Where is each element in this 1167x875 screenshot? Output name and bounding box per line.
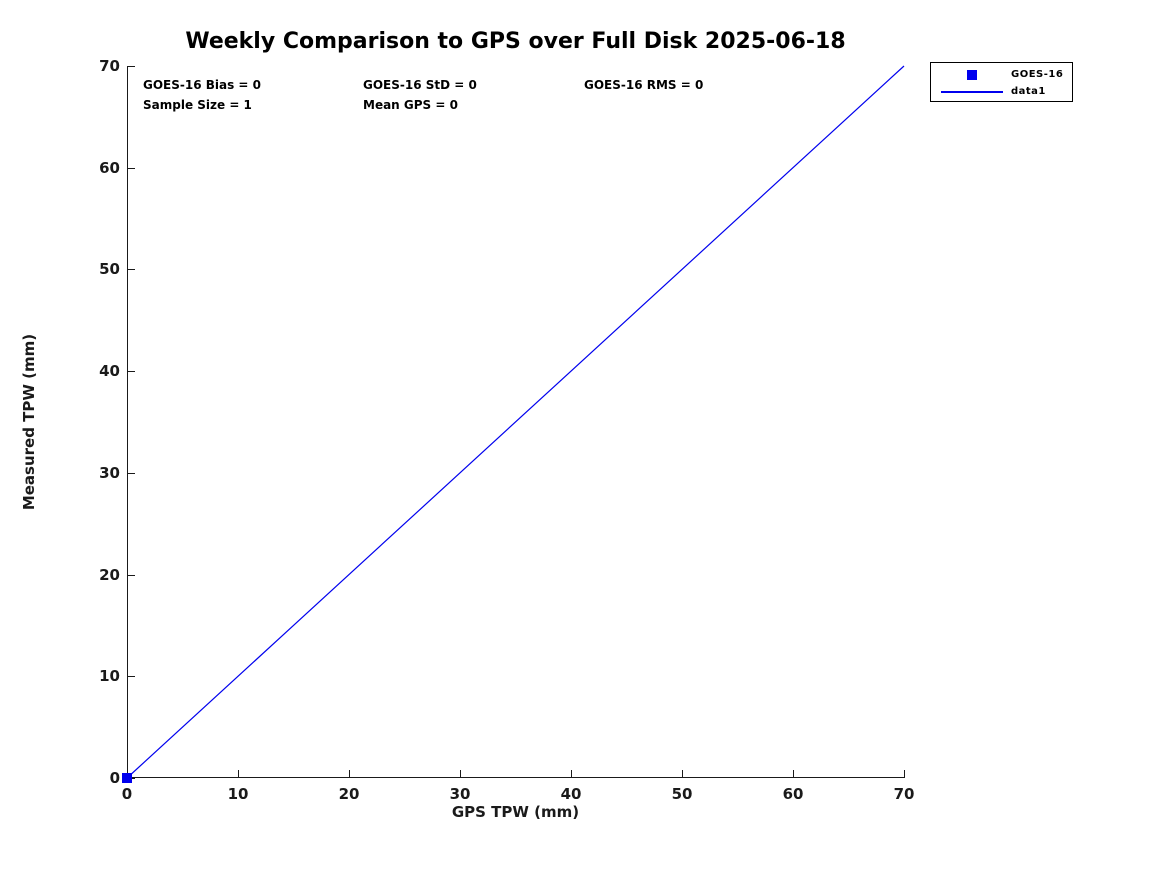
y-tick-label: 30 (99, 463, 120, 482)
x-tick-label: 60 (782, 785, 804, 803)
x-tick-label: 70 (893, 785, 915, 803)
square-marker-icon (967, 69, 977, 80)
legend-entry: data1 (931, 83, 1072, 100)
y-tick-label: 0 (109, 769, 120, 787)
y-axis-label: Measured TPW (mm) (20, 333, 38, 511)
legend-label: data1 (1011, 86, 1046, 97)
x-tick-label: 0 (121, 785, 133, 803)
stat-annotation: Sample Size = 1 (143, 98, 252, 112)
y-tick-label: 20 (99, 565, 120, 584)
legend-entry: GOES-16 (931, 66, 1072, 83)
x-axis-label: GPS TPW (mm) (451, 803, 580, 821)
GOES-16-marker (122, 773, 132, 783)
y-tick-label: 40 (99, 362, 120, 381)
plot-area: GOES-16 Bias = 0 GOES-16 StD = 0 GOES-16 R… (122, 65, 905, 783)
legend-line-icon (941, 83, 1003, 100)
legend-square-marker-icon (941, 66, 1003, 83)
y-tick-label: 60 (99, 158, 120, 177)
x-tick-label: 40 (560, 785, 582, 803)
stat-annotation: GOES-16 StD = 0 (363, 78, 477, 92)
chart-title: Weekly Comparison to GPS over Full Disk … (185, 29, 846, 54)
x-tick-label: 50 (671, 785, 693, 803)
stat-annotation: Mean GPS = 0 (363, 98, 458, 112)
stat-annotation: GOES-16 Bias = 0 (143, 78, 262, 92)
legend-entries: GOES-16 data1 (931, 66, 1072, 100)
legend-label: GOES-16 (1011, 69, 1064, 80)
plot-canvas (122, 65, 905, 783)
y-tick-label: 10 (99, 667, 120, 686)
y-tick-label: 50 (99, 260, 120, 279)
data1-line (126, 65, 905, 779)
x-tick-label: 20 (338, 785, 360, 803)
y-tick-label: 70 (99, 57, 120, 75)
x-tick-label: 30 (449, 785, 471, 803)
line-icon (941, 90, 1003, 93)
stat-annotation: GOES-16 RMS = 0 (584, 78, 704, 92)
x-tick-label: 10 (227, 785, 249, 803)
legend: GOES-16 data1 (930, 62, 1073, 102)
